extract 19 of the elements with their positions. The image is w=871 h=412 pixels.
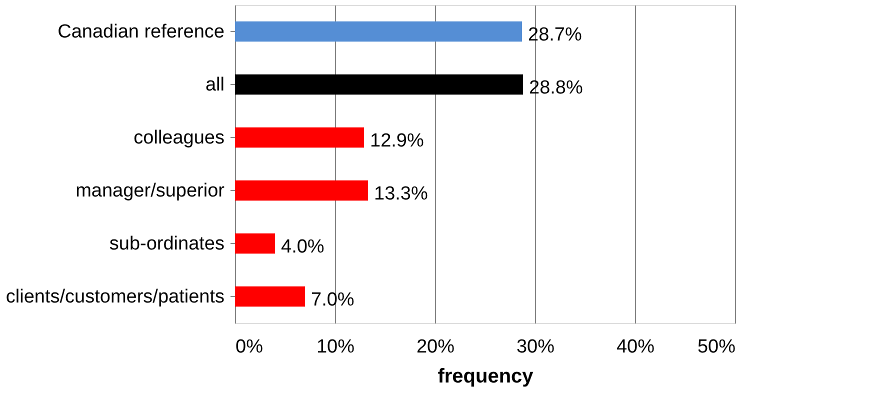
data-label: 4.0% <box>281 236 324 258</box>
x-tick-label: 40% <box>616 336 655 358</box>
x-tick-label: 50% <box>697 336 736 358</box>
data-label: 28.8% <box>529 78 583 98</box>
data-label: 13.3% <box>374 184 428 204</box>
data-label: 28.7% <box>528 24 582 46</box>
x-tick-label: 10% <box>316 336 355 358</box>
x-axis-title: frequency <box>438 366 534 388</box>
x-tick-label: 30% <box>516 336 555 358</box>
y-tick-label: sub-ordinates <box>109 234 224 254</box>
y-tick-label: Canadian reference <box>58 22 224 42</box>
y-tick-label: clients/customers/patients <box>6 286 224 308</box>
x-tick-label: 20% <box>416 336 455 358</box>
data-label: 12.9% <box>370 130 424 152</box>
y-tick-label: colleagues <box>134 128 224 148</box>
data-label: 7.0% <box>311 290 354 310</box>
y-tick-label: all <box>205 74 224 96</box>
x-tick-label: 0% <box>236 336 264 358</box>
y-tick-label: manager/superior <box>76 180 226 202</box>
